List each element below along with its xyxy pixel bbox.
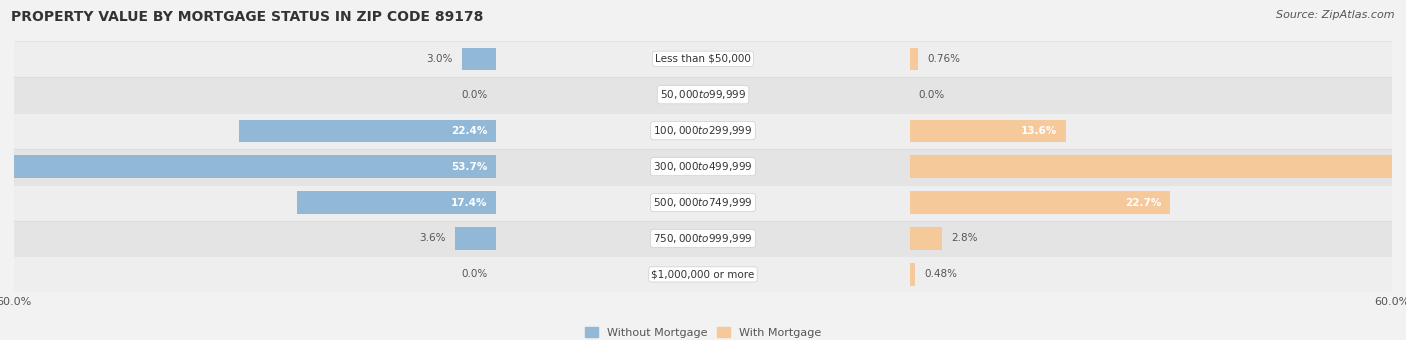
Text: $750,000 to $999,999: $750,000 to $999,999 — [654, 232, 752, 245]
Text: $1,000,000 or more: $1,000,000 or more — [651, 269, 755, 279]
Text: 13.6%: 13.6% — [1021, 126, 1057, 136]
Text: 3.0%: 3.0% — [426, 54, 453, 64]
Bar — [910, 227, 942, 250]
Text: 22.7%: 22.7% — [1125, 198, 1161, 207]
Bar — [14, 113, 1392, 149]
Text: 0.0%: 0.0% — [461, 269, 486, 279]
Legend: Without Mortgage, With Mortgage: Without Mortgage, With Mortgage — [581, 323, 825, 340]
Text: 0.76%: 0.76% — [928, 54, 960, 64]
Text: 3.6%: 3.6% — [419, 234, 446, 243]
Text: 22.4%: 22.4% — [451, 126, 486, 136]
Bar — [297, 191, 496, 214]
Bar — [14, 221, 1392, 256]
Bar — [14, 185, 1392, 221]
Text: 17.4%: 17.4% — [451, 198, 486, 207]
Text: PROPERTY VALUE BY MORTGAGE STATUS IN ZIP CODE 89178: PROPERTY VALUE BY MORTGAGE STATUS IN ZIP… — [11, 10, 484, 24]
Bar — [910, 120, 1066, 142]
Text: $300,000 to $499,999: $300,000 to $499,999 — [654, 160, 752, 173]
Text: 2.8%: 2.8% — [950, 234, 977, 243]
Bar — [910, 48, 918, 70]
Text: 53.7%: 53.7% — [451, 162, 486, 172]
Bar — [910, 191, 1170, 214]
Bar — [14, 41, 1392, 77]
Text: $100,000 to $299,999: $100,000 to $299,999 — [654, 124, 752, 137]
Text: 0.0%: 0.0% — [461, 90, 486, 100]
Bar — [14, 149, 1392, 185]
Text: 0.0%: 0.0% — [920, 90, 945, 100]
Text: $50,000 to $99,999: $50,000 to $99,999 — [659, 88, 747, 101]
Bar — [456, 227, 496, 250]
Text: $500,000 to $749,999: $500,000 to $749,999 — [654, 196, 752, 209]
Bar — [14, 256, 1392, 292]
Bar — [239, 120, 496, 142]
Bar — [14, 77, 1392, 113]
Bar — [910, 155, 1406, 178]
Bar — [910, 263, 915, 286]
Text: 0.48%: 0.48% — [924, 269, 957, 279]
Text: Less than $50,000: Less than $50,000 — [655, 54, 751, 64]
Bar — [0, 155, 496, 178]
Bar — [461, 48, 496, 70]
Text: Source: ZipAtlas.com: Source: ZipAtlas.com — [1277, 10, 1395, 20]
